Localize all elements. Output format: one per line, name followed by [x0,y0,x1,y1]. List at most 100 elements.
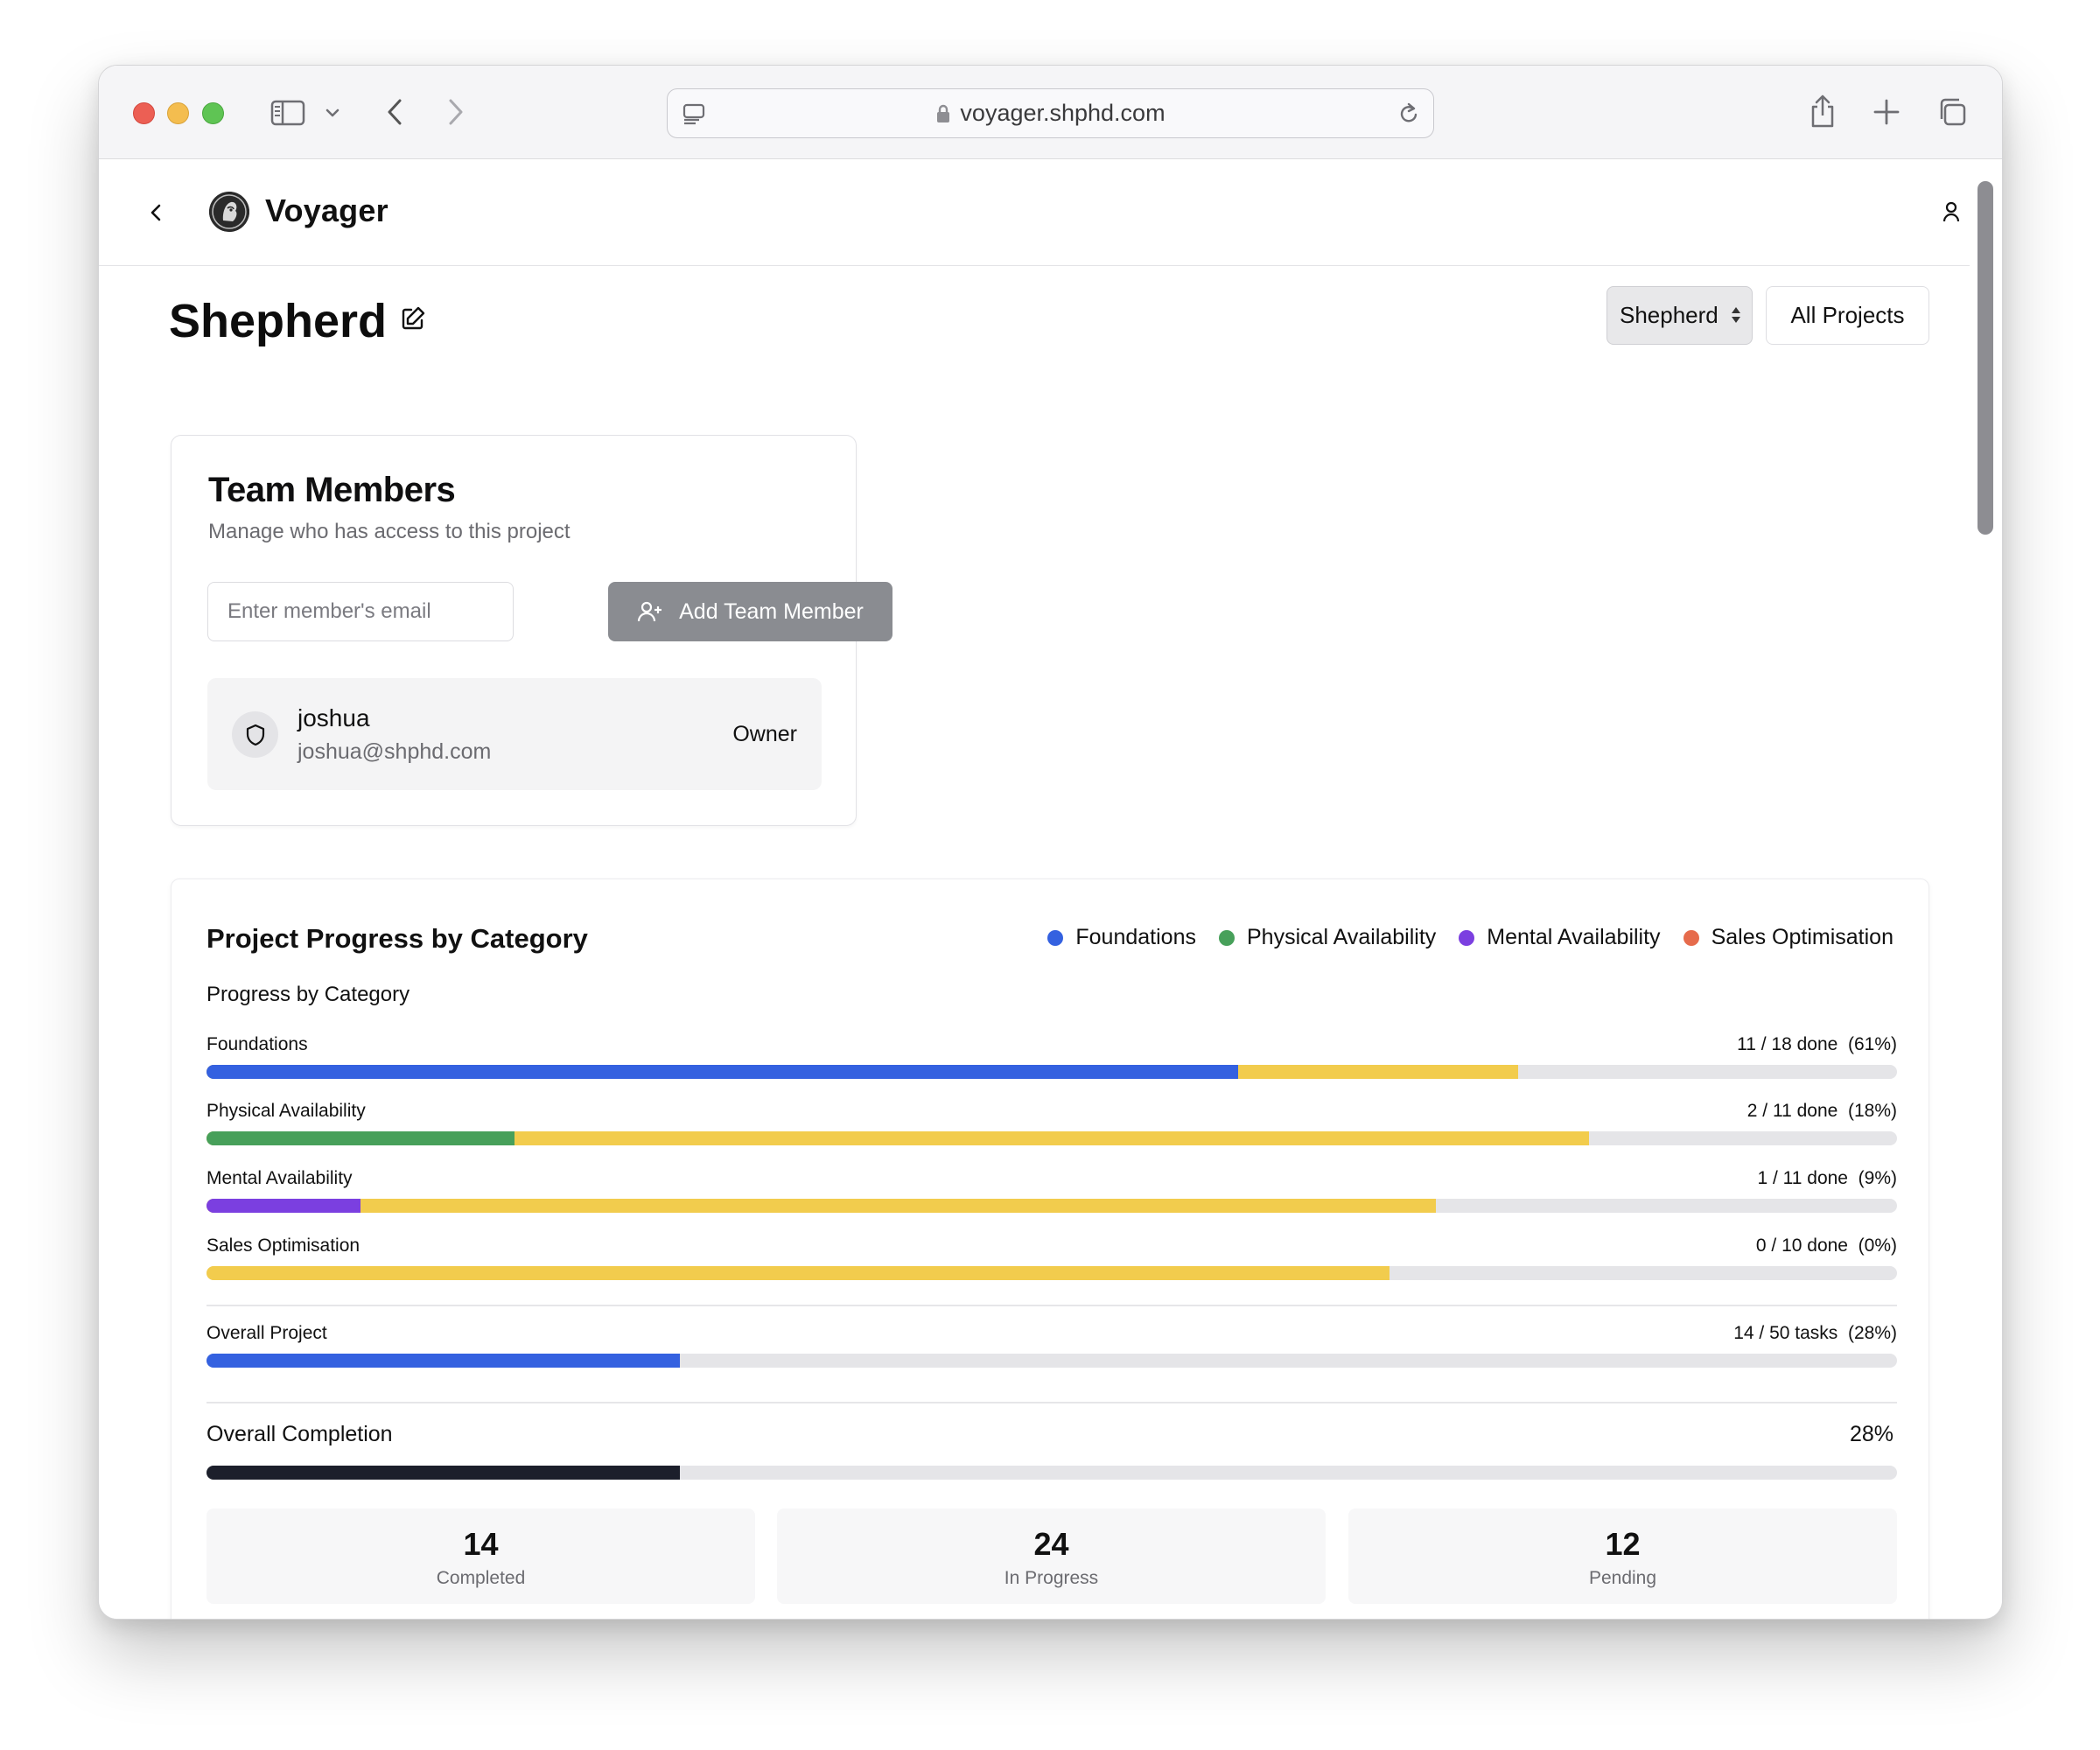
stat-label: Pending [1588,1568,1657,1588]
member-email-input[interactable] [207,582,514,641]
brand-name: Voyager [265,192,388,228]
category-label: Foundations [206,1034,308,1054]
member-avatar [232,711,278,758]
bar-done [206,1199,360,1213]
category-progress-bar [206,1199,1897,1213]
bar-in-progress [206,1131,1590,1145]
tab-overview-icon[interactable] [1935,94,1970,130]
project-select-value: Shepherd [1620,302,1718,328]
overall-project-label: Overall Project [206,1323,327,1343]
category-row-foundations: Foundations 11 / 18 done (61%) [206,1034,1897,1087]
team-card-subtitle: Manage who has access to this project [208,520,570,543]
overall-project-fill [206,1354,680,1368]
legend-label: Mental Availability [1487,925,1661,949]
member-row: joshua joshua@shphd.com Owner [207,678,822,790]
legend-dot [1047,929,1064,946]
category-stat: 1 / 11 done (9%) [1757,1168,1897,1188]
chevron-down-icon[interactable] [322,102,343,123]
shield-icon [246,724,265,746]
category-progress-bar [206,1266,1897,1280]
overall-project-bar [206,1354,1897,1368]
category-label: Sales Optimisation [206,1236,360,1256]
add-team-member-button[interactable]: Add Team Member [608,582,892,641]
category-stat: 0 / 10 done (0%) [1755,1236,1897,1256]
legend-label: Physical Availability [1246,925,1437,949]
category-stat: 11 / 18 done (61%) [1737,1034,1897,1054]
overall-project-stat: 14 / 50 tasks (28%) [1733,1323,1897,1343]
category-row-sales: Sales Optimisation 0 / 10 done (0%) [206,1236,1897,1288]
stat-value: 12 [1605,1526,1641,1562]
reader-icon[interactable] [680,100,708,128]
category-row-mental: Mental Availability 1 / 11 done (9%) [206,1168,1897,1221]
legend-label: Foundations [1075,925,1196,949]
progress-subtitle: Progress by Category [206,983,410,1006]
legend-item: Physical Availability [1218,925,1437,950]
category-progress-bar [206,1065,1897,1079]
zoom-window-button[interactable] [202,102,224,124]
app-header: Voyager [99,159,2002,266]
edit-icon[interactable] [399,304,427,332]
category-progress-bar [206,1131,1897,1145]
minimize-window-button[interactable] [167,102,189,124]
add-team-member-label: Add Team Member [679,598,864,624]
share-icon[interactable] [1805,89,1840,133]
lock-icon [935,103,951,124]
new-tab-icon[interactable] [1871,96,1902,128]
all-projects-button[interactable]: All Projects [1766,286,1929,345]
page-title: Shepherd [169,295,388,347]
divider [206,1305,1897,1306]
stat-value: 24 [1033,1526,1069,1562]
bar-done [206,1065,1238,1079]
legend-dot [1218,929,1235,946]
category-label: Physical Availability [206,1101,366,1121]
browser-window: voyager.shphd.com Voyager Shepherd [98,65,2003,1620]
legend-item: Foundations [1047,925,1196,950]
legend-item: Mental Availability [1459,925,1661,950]
member-role: Owner [732,722,797,746]
team-members-card: Team Members Manage who has access to th… [171,435,892,826]
legend-dot [1459,929,1475,946]
legend-dot [1683,929,1699,946]
member-email: joshua@shphd.com [298,739,492,764]
main-content: Shepherd Shepherd All Projects Team Memb… [99,266,1971,1619]
category-label: Mental Availability [206,1168,353,1188]
address-bar[interactable]: voyager.shphd.com [667,88,1434,138]
project-progress-card: Project Progress by Category Foundations… [171,878,1929,1619]
brand-logo [209,192,249,232]
stat-pending: 12 Pending [1348,1508,1897,1604]
overall-project-row: Overall Project 14 / 50 tasks (28%) [206,1323,1897,1376]
progress-card-title: Project Progress by Category [206,923,588,954]
progress-legend: Foundations Physical Availability Mental… [1047,925,1894,950]
stat-in-progress: 24 In Progress [777,1508,1326,1604]
scrollbar-thumb[interactable] [1978,181,1993,535]
bar-in-progress [206,1199,1436,1213]
stat-label: Completed [436,1568,526,1588]
overall-completion-fill [206,1466,680,1480]
stat-completed: 14 Completed [206,1508,755,1604]
category-row-physical: Physical Availability 2 / 11 done (18%) [206,1101,1897,1153]
url-text: voyager.shphd.com [960,100,1166,126]
bar-done [206,1131,514,1145]
add-user-icon [637,599,663,624]
back-icon[interactable] [382,94,408,130]
overall-completion-label: Overall Completion [206,1422,393,1446]
project-select[interactable]: Shepherd [1606,286,1753,345]
stat-value: 14 [463,1526,499,1562]
browser-toolbar: voyager.shphd.com [99,66,2002,159]
member-name: joshua [298,704,370,732]
overall-completion-value: 28% [1849,1422,1894,1446]
stat-label: In Progress [1004,1568,1099,1588]
legend-label: Sales Optimisation [1711,925,1894,949]
team-card-title: Team Members [208,471,456,509]
legend-item: Sales Optimisation [1683,925,1894,950]
updown-chevron-icon [1731,304,1741,326]
back-arrow-icon[interactable] [143,200,169,226]
user-icon[interactable] [1937,198,1965,226]
reload-icon[interactable] [1395,100,1423,128]
overall-completion-bar [206,1466,1897,1480]
sidebar-toggle-icon[interactable] [270,97,306,129]
bar-in-progress [206,1266,1390,1280]
forward-icon[interactable] [443,94,469,130]
close-window-button[interactable] [133,102,155,124]
divider [206,1402,1897,1404]
